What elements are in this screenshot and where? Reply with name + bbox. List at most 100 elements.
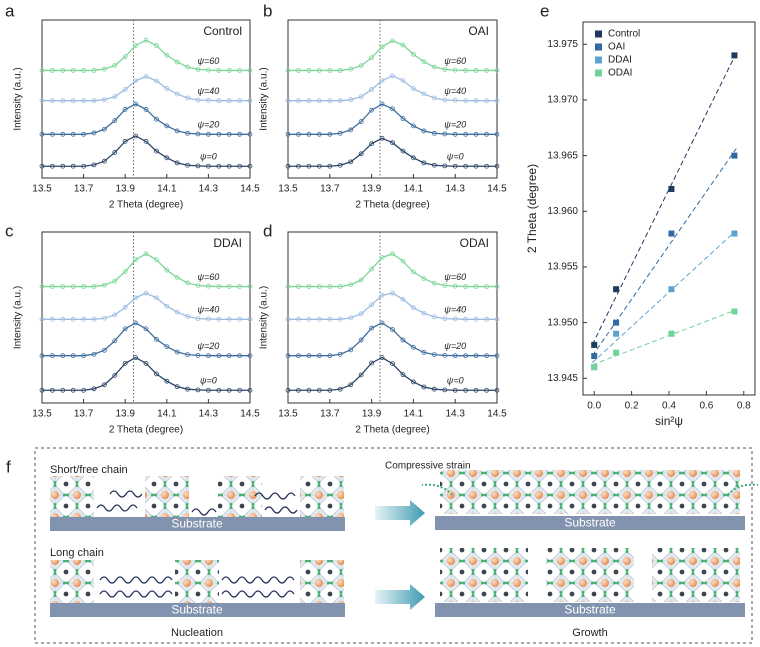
- data-point: [39, 163, 45, 169]
- data-point: [463, 98, 469, 104]
- data-point: [400, 372, 406, 378]
- data-point: [400, 258, 406, 264]
- data-point: [164, 52, 170, 58]
- x-tick-label: 0.4: [662, 401, 676, 412]
- data-point: [421, 160, 427, 166]
- data-point: [216, 163, 222, 169]
- y-axis-label: Intensity (a.u.): [13, 286, 24, 349]
- data-point: [410, 269, 416, 275]
- series-label: ψ=40: [197, 305, 219, 315]
- data-point: [484, 98, 489, 104]
- data-point: [112, 372, 118, 378]
- x-tick-label: 13.5: [32, 409, 52, 420]
- panel-letter: d: [263, 221, 272, 240]
- data-point: [174, 160, 180, 166]
- data-point: [70, 98, 76, 104]
- x-axis-label: 2 Theta (degree): [355, 200, 429, 211]
- data-point: [494, 387, 500, 393]
- data-point: [463, 284, 469, 289]
- crystal: [300, 476, 344, 520]
- data-point: [473, 68, 479, 73]
- data-point: [164, 123, 170, 129]
- data-point: [327, 284, 333, 289]
- x-tick-label: 14.1: [404, 184, 424, 195]
- data-point: [431, 386, 437, 392]
- data-point: [122, 138, 128, 144]
- chart: e 0.0 0.2 0.4 0.6 0.8 13.945 13.950 13.955 13.960…: [525, 1, 756, 428]
- substrate-label: Substrate: [171, 603, 223, 617]
- data-point: [296, 284, 301, 289]
- data-point: [369, 360, 375, 366]
- data-point: [102, 158, 107, 164]
- series-label: ψ=20: [444, 341, 466, 351]
- data-point: [153, 116, 159, 122]
- data-point: [431, 64, 437, 70]
- x-tick-label: 0.6: [699, 401, 713, 412]
- series-line: [42, 135, 250, 167]
- data-point: [185, 386, 191, 392]
- data-point: [327, 98, 333, 104]
- data-point: [431, 280, 437, 286]
- data-point: [205, 97, 211, 103]
- data-point: [316, 131, 322, 137]
- panel-letter: c: [5, 221, 14, 240]
- data-point: [390, 73, 395, 79]
- data-point: [463, 316, 469, 322]
- data-point: [327, 131, 333, 137]
- data-point: [195, 97, 201, 103]
- data-point: [348, 159, 354, 165]
- data-point: [337, 162, 343, 168]
- data-point: [463, 353, 469, 359]
- data-point: [153, 257, 159, 263]
- strain-arrow: [727, 483, 759, 496]
- data-point: [410, 86, 416, 91]
- data-point: [421, 310, 427, 316]
- data-point: [316, 353, 322, 359]
- fit-line: [592, 309, 737, 366]
- data-point: [60, 163, 66, 169]
- data-point: [494, 68, 500, 73]
- x-tick-label: 13.7: [320, 409, 340, 420]
- data-point: [143, 251, 149, 257]
- annotation: Compressive strain: [385, 461, 471, 472]
- data-point: [164, 344, 170, 350]
- data-point: [153, 78, 159, 84]
- series-line: [42, 39, 250, 72]
- series-line: [42, 292, 250, 320]
- data-point: [237, 353, 243, 359]
- data-point: [452, 131, 458, 137]
- data-point: [296, 316, 301, 322]
- data-point: [473, 131, 479, 137]
- data-point: [316, 316, 322, 322]
- data-point: [133, 43, 139, 48]
- data-point: [494, 163, 500, 169]
- data-point: [205, 353, 211, 359]
- data-point: [306, 163, 312, 169]
- panel-letter: b: [263, 1, 272, 20]
- chart: c 13.5 13.7 13.9 14.1 14.3 14.5 2 Theta (degree…: [5, 221, 260, 435]
- data-point: [133, 320, 139, 326]
- data-point: [285, 316, 291, 322]
- data-point: [613, 286, 620, 293]
- series-label: ψ=60: [197, 272, 219, 282]
- x-tick-label: 0.0: [587, 401, 601, 412]
- data-point: [484, 353, 489, 359]
- data-point: [133, 355, 139, 360]
- series-line: [42, 356, 250, 391]
- series-line: [288, 103, 497, 135]
- y-tick-label: 13.970: [547, 95, 578, 106]
- data-point: [81, 284, 86, 289]
- data-point: [442, 131, 448, 137]
- data-point: [185, 130, 191, 136]
- data-point: [452, 387, 458, 393]
- data-point: [174, 128, 180, 134]
- chart-title: ODAI: [460, 236, 489, 250]
- data-point: [153, 371, 159, 377]
- crystal: [218, 476, 262, 520]
- data-point: [39, 68, 45, 73]
- data-point: [473, 316, 479, 322]
- y-tick-label: 13.965: [547, 150, 578, 161]
- data-point: [133, 257, 139, 263]
- x-tick-label: 13.9: [115, 409, 135, 420]
- data-point: [400, 116, 406, 121]
